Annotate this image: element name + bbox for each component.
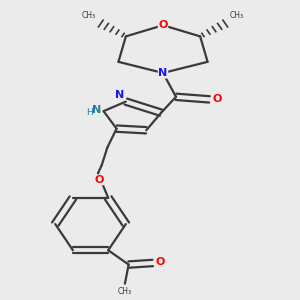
Text: CH₃: CH₃ <box>230 11 244 20</box>
Text: O: O <box>156 257 165 267</box>
Text: CH₃: CH₃ <box>82 11 96 20</box>
Text: N: N <box>92 105 102 115</box>
Text: N: N <box>115 90 124 100</box>
Text: CH₃: CH₃ <box>118 287 132 296</box>
Text: O: O <box>158 20 168 30</box>
Text: O: O <box>212 94 222 104</box>
Text: O: O <box>94 175 104 185</box>
Text: H: H <box>86 108 93 117</box>
Text: N: N <box>158 68 168 78</box>
